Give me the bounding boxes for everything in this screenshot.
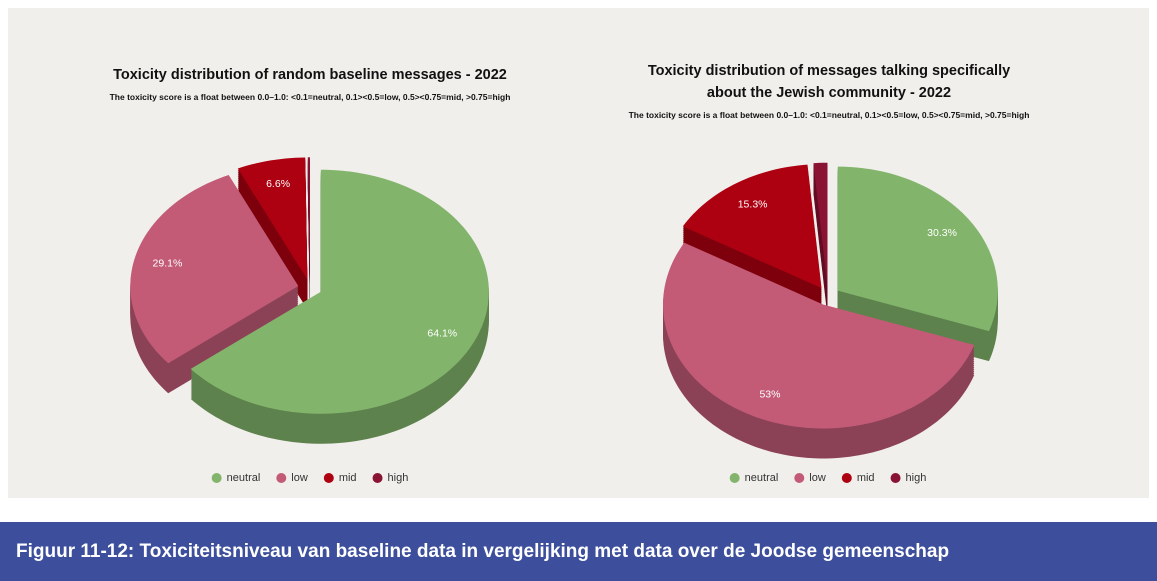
slice (130, 174, 299, 364)
chart-title: Toxicity distribution of messages talkin… (647, 63, 1011, 101)
legend: neutral low mid high (729, 472, 927, 484)
legend-label: low (809, 472, 826, 484)
legend-label: high (388, 472, 409, 484)
legend-marker (372, 473, 383, 483)
slice (237, 157, 308, 280)
legend-marker (323, 473, 334, 483)
legend-label: mid (857, 472, 875, 484)
chart-title: Toxicity distribution of random baseline… (113, 67, 507, 83)
slice (190, 169, 489, 414)
chart-header: Toxicity distribution of random baseline… (80, 64, 540, 102)
figure-caption: Figuur 11-12: Toxiciteitsniveau van base… (0, 522, 1157, 581)
legend-marker (276, 473, 287, 483)
slice (837, 166, 998, 332)
legend-label: neutral (745, 472, 779, 484)
legend-label: neutral (227, 472, 261, 484)
chart-subtitle: The toxicity score is a float between 0.… (628, 110, 1030, 120)
legend: neutral low mid high (211, 472, 409, 484)
chart-header: Toxicity distribution of messages talkin… (599, 60, 1059, 120)
chart-subtitle: The toxicity score is a float between 0.… (109, 92, 511, 102)
legend-marker (729, 473, 740, 483)
slice (663, 242, 975, 429)
data-label: 29.1% (153, 258, 183, 270)
slice (307, 157, 310, 280)
legend-label: high (906, 472, 927, 484)
legend-marker (794, 473, 805, 483)
legend-marker (841, 473, 852, 483)
legend-marker (211, 473, 222, 483)
data-label: 53% (759, 389, 780, 401)
legend-label: low (291, 472, 308, 484)
chart-area: 64.1% 29.1% 6.6% neutral low mid high 30.3% 53% 1… (8, 8, 1149, 498)
data-label: 64.1% (427, 327, 457, 339)
slice (682, 164, 822, 289)
slice (813, 162, 828, 287)
legend-label: mid (339, 472, 357, 484)
data-label: 15.3% (738, 198, 768, 210)
data-label: 30.3% (927, 227, 957, 239)
data-label: 6.6% (266, 178, 290, 190)
legend-marker (890, 473, 901, 483)
